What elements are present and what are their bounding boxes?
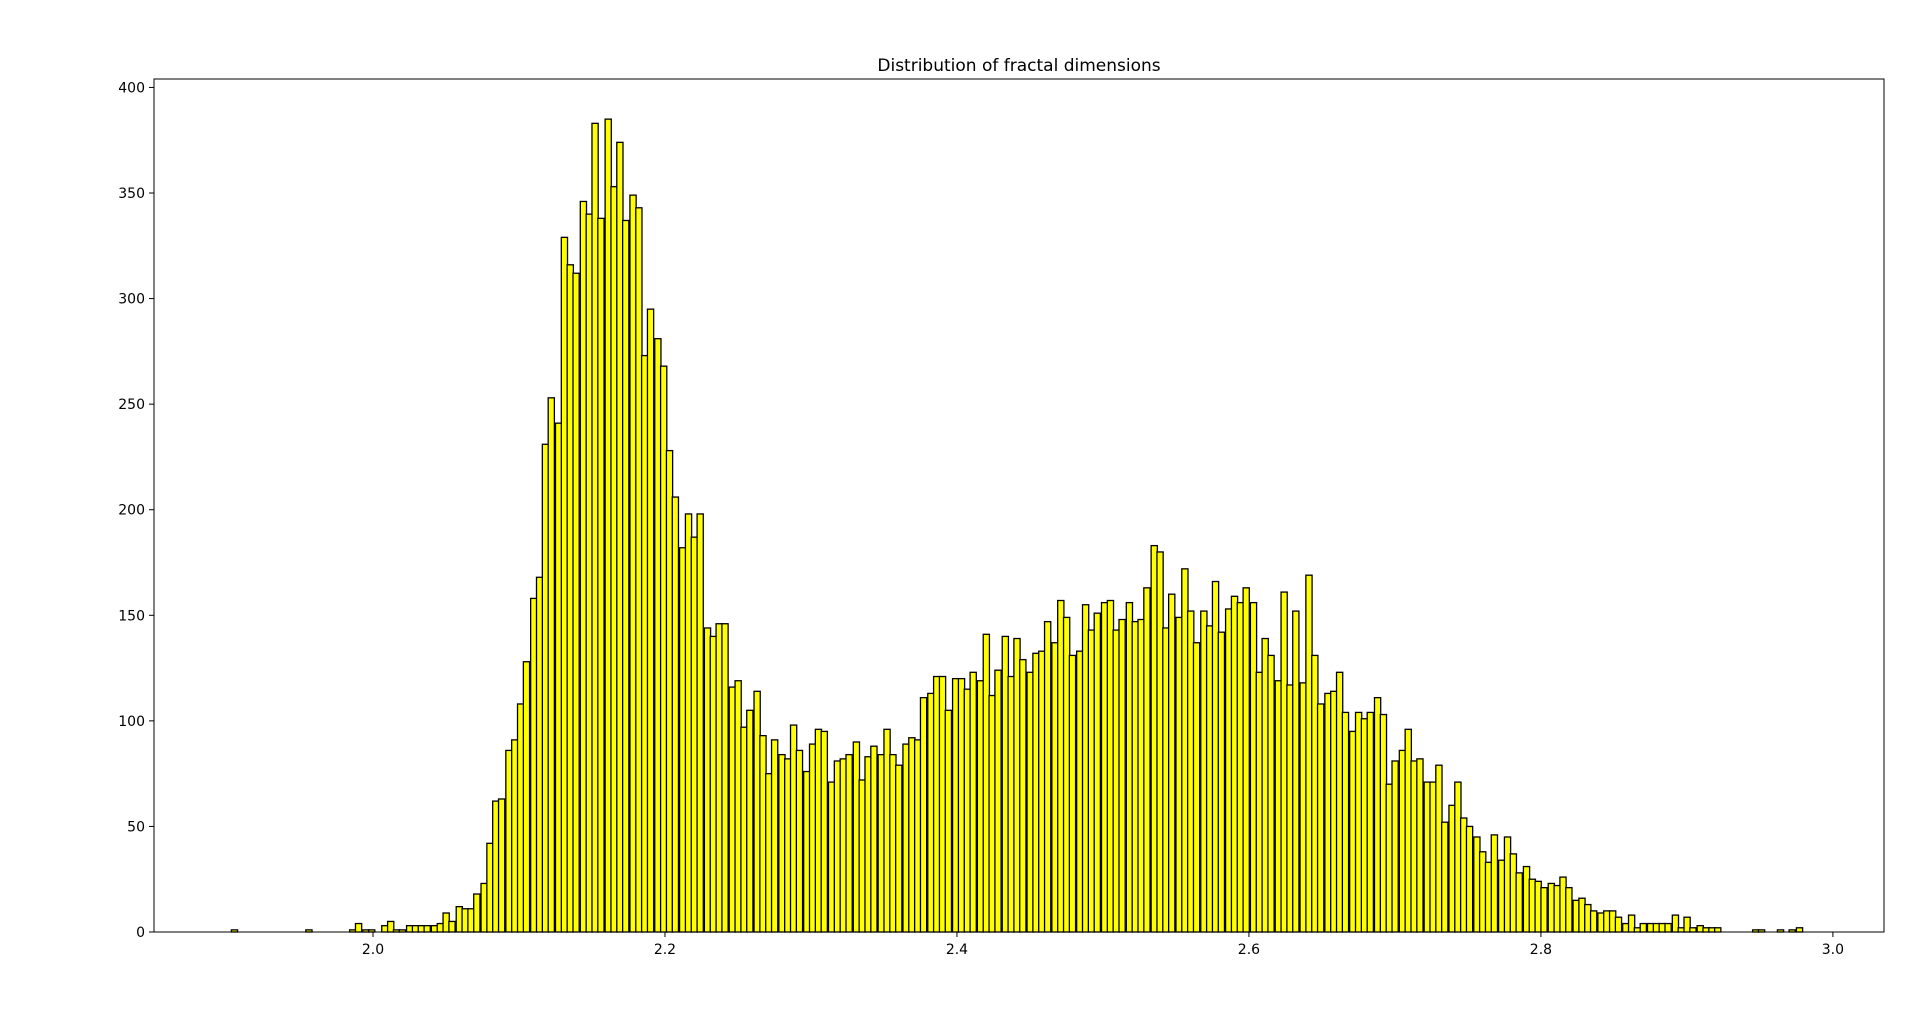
histogram-bar: [1416, 758, 1424, 933]
histogram-bar: [919, 696, 928, 933]
histogram-bar: [820, 730, 829, 933]
chart-title: Distribution of fractal dimensions: [877, 56, 1160, 76]
y-tick-label: 100: [118, 714, 145, 730]
histogram-bar: [597, 217, 605, 933]
x-tick-label: 2.6: [1238, 942, 1260, 958]
y-tick-label: 350: [118, 186, 145, 202]
histogram-bar: [1093, 612, 1102, 933]
histogram-bar: [1192, 642, 1201, 933]
histogram-bar: [646, 308, 655, 933]
histogram-bar: [1316, 703, 1325, 933]
histogram-bar: [1068, 654, 1077, 933]
histogram-bar: [1515, 872, 1523, 933]
histogram-bar: [1118, 618, 1126, 933]
histogram-bar: [1441, 821, 1449, 933]
histogram-bar: [354, 922, 363, 933]
histogram-bar: [969, 671, 977, 933]
histogram-bar: [547, 397, 556, 933]
histogram-bar: [1242, 587, 1250, 933]
histogram-bar: [1267, 654, 1275, 933]
histogram-bar: [1664, 922, 1672, 933]
x-tick-label: 2.4: [946, 942, 968, 958]
histogram-bar: [572, 272, 580, 933]
histogram-bar: [1589, 910, 1598, 933]
histogram-bar: [795, 749, 804, 933]
histogram-bar: [1795, 927, 1804, 933]
y-tick-label: 150: [118, 608, 145, 624]
histogram-bar: [423, 925, 431, 933]
histogram-bar: [1019, 658, 1027, 933]
histogram-bar: [894, 764, 903, 933]
y-axis: 0 50 100 150 200 250 300 350 400: [118, 80, 154, 941]
axes-frame: [153, 78, 1885, 933]
x-tick-label: 2.2: [654, 942, 676, 958]
histogram-bar: [1043, 620, 1052, 933]
histogram-bar: [1143, 587, 1151, 933]
histogram-bar: [1341, 711, 1350, 933]
histogram-bar: [1292, 610, 1300, 933]
y-tick-label: 50: [127, 819, 145, 835]
x-axis: 2.0 2.2 2.4 2.6 2.8 3.0: [362, 932, 1844, 958]
x-tick-label: 2.8: [1530, 942, 1552, 958]
histogram-bar: [721, 623, 729, 933]
histogram-bar: [696, 513, 704, 933]
histogram-bar: [497, 798, 506, 933]
y-tick-label: 300: [118, 292, 145, 308]
histogram-bar: [1540, 887, 1548, 933]
bars-layer: [230, 118, 1804, 933]
histogram-bar: [1366, 711, 1375, 933]
histogram-bar: [746, 709, 754, 933]
histogram-bar: [1689, 927, 1697, 933]
histogram-bar: [994, 669, 1002, 933]
y-tick-label: 250: [118, 397, 145, 413]
y-tick-label: 400: [118, 80, 145, 96]
histogram-bar: [1490, 834, 1499, 933]
histogram-bar: [473, 893, 481, 933]
y-tick-label: 200: [118, 503, 145, 519]
histogram-bar: [1614, 916, 1623, 933]
histogram-bar: [944, 709, 953, 933]
histogram-bar: [671, 496, 680, 933]
histogram-bar: [770, 739, 779, 933]
histogram-bar: [621, 219, 630, 933]
histogram-bar: [845, 753, 853, 933]
x-tick-label: 2.0: [362, 942, 384, 958]
histogram-bar: [1167, 593, 1176, 933]
histogram-bar: [1714, 927, 1722, 933]
histogram-bar: [448, 920, 456, 933]
histogram-bar: [870, 745, 878, 933]
histogram-bar: [1639, 922, 1648, 933]
histogram-bar: [522, 661, 531, 933]
histogram-bar: [1391, 760, 1399, 933]
x-tick-label: 3.0: [1822, 942, 1844, 958]
y-tick-label: 0: [136, 925, 145, 941]
histogram-bar: [1565, 887, 1573, 933]
histogram-bar: [1217, 631, 1226, 933]
histogram-bar: [1465, 825, 1474, 933]
